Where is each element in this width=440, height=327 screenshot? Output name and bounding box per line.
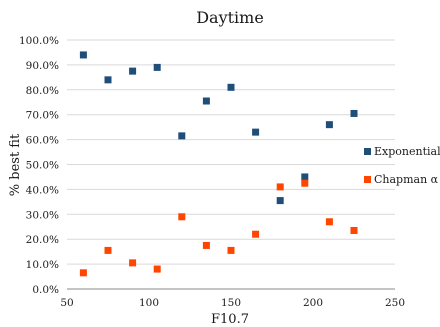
legend-label-exponential: Exponential [374, 145, 440, 158]
chapman-point [104, 246, 112, 254]
y-tick-label: 100.0% [19, 35, 59, 47]
data-points [79, 51, 358, 277]
chapman-point [350, 226, 358, 234]
exponential-point [178, 132, 186, 140]
y-axis-title: % best fit [8, 133, 23, 196]
exponential-point [325, 121, 333, 129]
y-tick-label: 40.0% [26, 184, 59, 196]
chapman-point [153, 265, 161, 273]
chart-title: Daytime [196, 8, 264, 27]
y-tick-label: 80.0% [26, 85, 59, 97]
y-tick-label: 30.0% [26, 209, 59, 221]
exponential-point [129, 67, 137, 75]
y-tick-label: 10.0% [26, 259, 59, 271]
y-tick-label: 70.0% [26, 110, 59, 122]
chapman-point [301, 179, 309, 187]
legend-marker-exponential [364, 148, 371, 155]
exponential-point [350, 109, 358, 117]
exponential-point [79, 51, 87, 59]
y-tick-label: 20.0% [26, 234, 59, 246]
chapman-point [202, 241, 210, 249]
y-tick-label: 50.0% [26, 160, 59, 172]
x-tick-label: 200 [303, 297, 323, 309]
chapman-point [129, 259, 137, 267]
y-tick-labels: 0.0% 10.0% 20.0% 30.0% 40.0% 50.0% 60.0% 70.0% 8… [19, 35, 59, 296]
gridlines [67, 39, 395, 265]
exponential-point [301, 173, 309, 181]
exponential-point [153, 63, 161, 71]
exponential-point [227, 83, 235, 91]
exponential-point [276, 197, 284, 205]
y-tick-label: 60.0% [26, 135, 59, 147]
legend-label-chapman: Chapman α [374, 173, 439, 186]
chapman-point [178, 213, 186, 221]
exponential-point [202, 97, 210, 105]
chapman-point [325, 218, 333, 226]
y-tick-label: 90.0% [26, 60, 59, 72]
chapman-point [276, 183, 284, 191]
exponential-point [252, 128, 260, 136]
x-axis-title: F10.7 [211, 312, 249, 327]
legend-marker-chapman [364, 176, 371, 183]
chapman-point [252, 230, 260, 238]
x-tick-label: 250 [385, 297, 405, 309]
x-tick-label: 100 [139, 297, 159, 309]
y-tick-label: 0.0% [32, 284, 59, 296]
x-tick-label: 150 [221, 297, 241, 309]
x-tick-label: 50 [60, 297, 73, 309]
legend: Exponential Chapman α [364, 145, 440, 186]
exponential-point [104, 76, 112, 84]
x-tick-labels: 50 100 150 200 250 [60, 297, 405, 309]
chapman-point [227, 246, 235, 254]
chapman-point [79, 269, 87, 277]
